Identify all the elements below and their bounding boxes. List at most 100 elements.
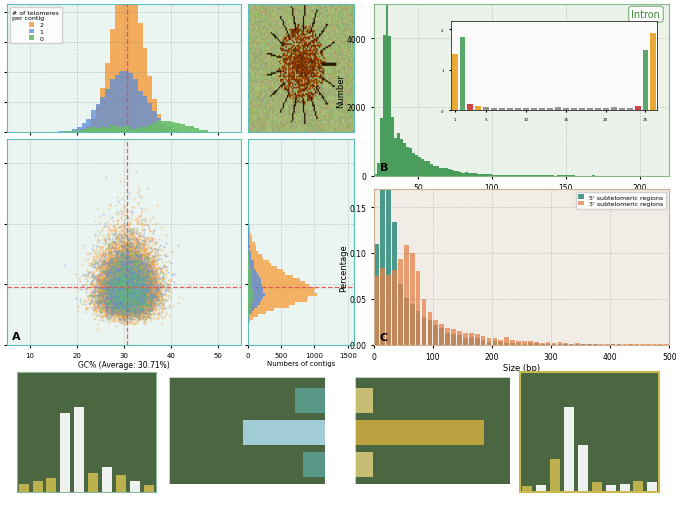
Point — [108, 280, 119, 288]
Point — [106, 257, 117, 265]
Point — [108, 281, 119, 289]
Point — [123, 297, 134, 305]
Point — [160, 263, 170, 271]
Point — [127, 276, 138, 284]
Point — [126, 273, 137, 281]
Point — [116, 278, 126, 286]
Point — [95, 256, 105, 264]
Point — [118, 287, 128, 295]
Point — [105, 257, 116, 265]
Point — [107, 283, 118, 291]
Point — [135, 276, 146, 284]
Point — [126, 268, 137, 276]
Point — [125, 247, 136, 255]
Point — [114, 304, 125, 312]
Point — [108, 275, 119, 283]
Point — [127, 280, 138, 288]
Point — [101, 276, 112, 284]
Point — [106, 274, 117, 282]
Point — [137, 315, 147, 323]
Point — [115, 316, 126, 324]
Point — [152, 296, 163, 305]
Point — [121, 275, 132, 283]
Point — [124, 288, 135, 296]
Point — [110, 292, 120, 300]
Point — [127, 305, 138, 313]
Point — [128, 282, 139, 290]
Point — [117, 311, 128, 319]
Point — [118, 308, 129, 316]
Point — [116, 285, 126, 293]
Point — [121, 309, 132, 317]
Point — [116, 289, 126, 297]
Point — [131, 296, 142, 304]
Point — [135, 294, 146, 302]
Point — [105, 289, 116, 297]
Point — [141, 259, 152, 267]
Point — [91, 275, 102, 283]
Point — [99, 253, 110, 261]
Point — [118, 271, 129, 279]
Point — [114, 269, 124, 277]
Point — [132, 283, 143, 291]
Bar — [430, 165, 433, 176]
Point — [133, 293, 144, 301]
Bar — [248, 302, 251, 306]
Point — [139, 290, 150, 298]
Point — [107, 277, 118, 285]
Point — [130, 270, 141, 278]
Point — [137, 296, 147, 304]
Point — [130, 267, 141, 275]
Point — [115, 287, 126, 295]
Point — [133, 298, 144, 306]
Point — [128, 274, 139, 282]
Point — [116, 310, 126, 318]
Point — [124, 305, 135, 313]
Point — [135, 310, 145, 318]
Point — [116, 298, 127, 306]
Point — [136, 285, 147, 293]
Point — [103, 279, 114, 287]
Point — [145, 291, 155, 299]
Point — [132, 265, 143, 273]
Point — [132, 274, 143, 282]
Point — [114, 295, 124, 303]
Point — [123, 287, 134, 295]
Point — [128, 291, 139, 299]
Bar — [248, 264, 254, 267]
Point — [97, 261, 107, 269]
Point — [118, 279, 128, 287]
Point — [105, 269, 116, 277]
Point — [128, 300, 139, 308]
Point — [89, 291, 100, 299]
Point — [99, 299, 110, 307]
Point — [128, 279, 139, 287]
Point — [112, 302, 122, 310]
Point — [132, 281, 143, 289]
Point — [105, 299, 116, 307]
Point — [109, 257, 120, 265]
Point — [120, 265, 131, 273]
Point — [117, 275, 128, 283]
Point — [122, 297, 132, 306]
Point — [115, 277, 126, 285]
Point — [106, 298, 117, 307]
Point — [99, 284, 110, 292]
Point — [131, 284, 142, 292]
Point — [116, 252, 127, 260]
Point — [137, 308, 148, 316]
Point — [119, 266, 130, 274]
Point — [106, 290, 117, 298]
Point — [108, 290, 119, 298]
Point — [101, 280, 112, 288]
Point — [124, 281, 135, 289]
Point — [99, 296, 110, 305]
Point — [105, 296, 116, 304]
Point — [132, 278, 143, 286]
Point — [100, 289, 111, 297]
Point — [114, 282, 125, 290]
Point — [144, 271, 155, 279]
Point — [128, 296, 139, 305]
Point — [127, 271, 138, 279]
Point — [158, 270, 169, 278]
